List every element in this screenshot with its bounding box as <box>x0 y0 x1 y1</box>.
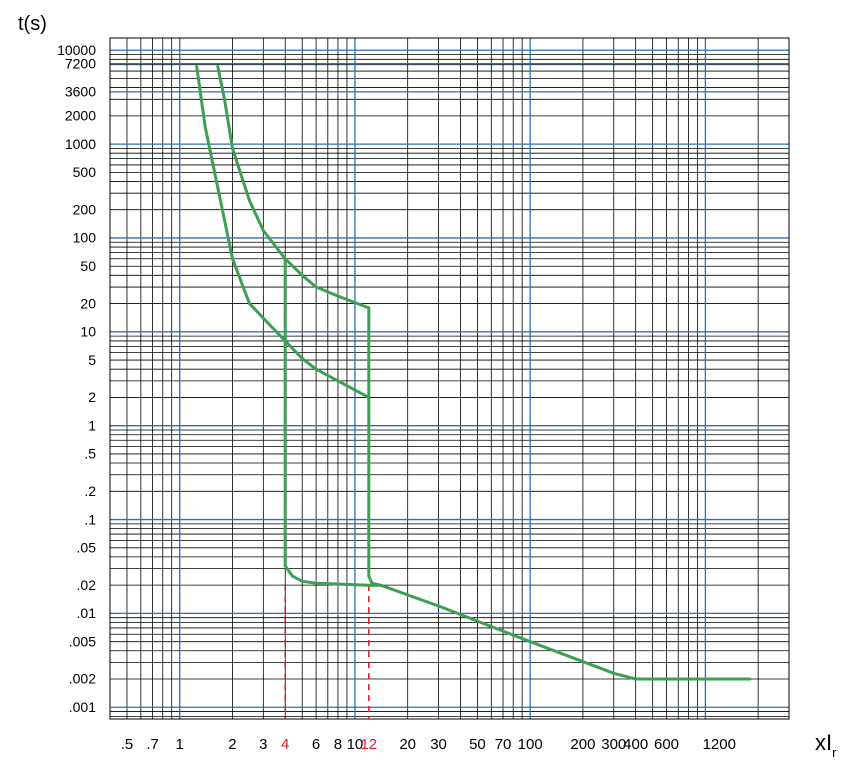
y-tick-label: .1 <box>84 511 96 527</box>
trip-curve-1 <box>195 65 371 399</box>
y-tick-label: .005 <box>69 633 96 649</box>
x-tick-label: 50 <box>469 736 486 753</box>
x-tick-label: 6 <box>312 736 320 753</box>
y-tick-label: 3600 <box>65 84 96 100</box>
y-tick-label: 1 <box>88 417 96 433</box>
y-tick-label: 5 <box>88 352 96 368</box>
x-tick-label: 2 <box>228 736 236 753</box>
x-tick-label: 600 <box>654 736 679 753</box>
y-tick-label: 2 <box>88 389 96 405</box>
x-tick-label: 8 <box>334 736 342 753</box>
x-axis-title-sub: r <box>832 745 837 760</box>
y-tick-label: 10000 <box>57 42 96 58</box>
y-axis-title: t(s) <box>18 13 47 35</box>
y-tick-label: 7200 <box>65 55 96 71</box>
minor-grid <box>109 38 790 719</box>
x-tick-label: 4 <box>281 736 289 753</box>
y-tick-label: 10 <box>80 324 96 340</box>
x-tick-label: .7 <box>146 736 159 753</box>
y-tick-label: 200 <box>73 201 97 217</box>
y-tick-label: .002 <box>69 671 96 687</box>
y-tick-label: 50 <box>80 258 96 274</box>
y-tick-label: 2000 <box>65 108 96 124</box>
x-tick-label: 70 <box>495 736 512 753</box>
y-tick-label: 100 <box>73 230 97 246</box>
trip-curves <box>195 65 752 681</box>
x-axis-title-main: xI <box>815 730 832 755</box>
y-tick-label: .01 <box>77 605 97 621</box>
y-tick-label: .02 <box>77 577 97 593</box>
plot-frame <box>109 37 790 720</box>
y-tick-label: .05 <box>77 540 97 556</box>
y-tick-label: 1000 <box>65 136 96 152</box>
y-tick-label: .001 <box>69 699 96 715</box>
x-tick-label: 3 <box>259 736 267 753</box>
x-tick-label: 1 <box>176 736 184 753</box>
x-tick-label: .5 <box>121 736 134 753</box>
decade-grid <box>110 38 789 719</box>
y-tick-label: 20 <box>80 295 96 311</box>
x-tick-label: 10 <box>347 736 364 753</box>
trip-curve-2 <box>216 65 752 681</box>
x-tick-label: 200 <box>570 736 595 753</box>
x-tick-label: 400 <box>623 736 648 753</box>
reference-lines <box>284 585 370 719</box>
x-tick-label: 20 <box>399 736 416 753</box>
trip-curve-3 <box>283 257 383 587</box>
y-tick-label: 500 <box>73 164 97 180</box>
x-tick-label: 12 <box>360 736 377 753</box>
x-tick-label: 1200 <box>703 736 736 753</box>
x-tick-label: 30 <box>430 736 447 753</box>
y-tick-label: .2 <box>84 483 96 499</box>
y-tick-label: .5 <box>84 446 96 462</box>
x-tick-label: 100 <box>518 736 543 753</box>
x-axis-title: xIr <box>815 730 837 760</box>
x-tick-label: 300 <box>601 736 626 753</box>
